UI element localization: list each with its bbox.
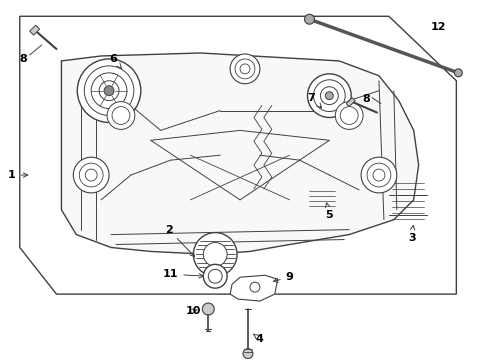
Text: 7: 7 <box>308 93 321 108</box>
Circle shape <box>203 243 227 266</box>
Circle shape <box>79 163 103 187</box>
Text: 9: 9 <box>273 272 294 282</box>
Polygon shape <box>20 16 456 294</box>
Circle shape <box>202 303 214 315</box>
Circle shape <box>77 59 141 122</box>
Circle shape <box>243 349 253 359</box>
Circle shape <box>454 69 462 77</box>
Circle shape <box>340 107 358 125</box>
Text: 1: 1 <box>8 170 28 180</box>
Circle shape <box>305 14 315 24</box>
Circle shape <box>335 102 363 129</box>
Circle shape <box>235 59 255 79</box>
Circle shape <box>203 264 227 288</box>
Circle shape <box>99 81 119 100</box>
Text: 10: 10 <box>186 306 201 316</box>
Circle shape <box>208 269 222 283</box>
Circle shape <box>320 87 338 105</box>
Polygon shape <box>346 98 355 107</box>
Circle shape <box>194 233 237 276</box>
Circle shape <box>112 107 130 125</box>
Circle shape <box>325 92 333 100</box>
Circle shape <box>314 80 345 112</box>
Circle shape <box>240 64 250 74</box>
Circle shape <box>308 74 351 117</box>
Text: 5: 5 <box>325 203 333 220</box>
FancyBboxPatch shape <box>386 175 430 233</box>
Text: 8: 8 <box>362 94 370 104</box>
Polygon shape <box>30 25 40 35</box>
Polygon shape <box>61 53 418 255</box>
Circle shape <box>91 73 127 109</box>
Text: 6: 6 <box>109 54 122 68</box>
Text: 2: 2 <box>165 225 195 257</box>
Text: 8: 8 <box>20 54 27 64</box>
Text: 12: 12 <box>431 22 446 32</box>
Circle shape <box>104 86 114 96</box>
Text: 4: 4 <box>253 334 264 344</box>
Text: 11: 11 <box>163 269 203 279</box>
Circle shape <box>85 169 97 181</box>
Circle shape <box>361 157 397 193</box>
FancyBboxPatch shape <box>303 182 341 216</box>
Circle shape <box>74 157 109 193</box>
Circle shape <box>84 66 134 116</box>
Circle shape <box>373 169 385 181</box>
Circle shape <box>107 102 135 129</box>
Circle shape <box>230 54 260 84</box>
Circle shape <box>367 163 391 187</box>
Text: 3: 3 <box>408 225 416 243</box>
Circle shape <box>250 282 260 292</box>
Polygon shape <box>230 275 278 301</box>
